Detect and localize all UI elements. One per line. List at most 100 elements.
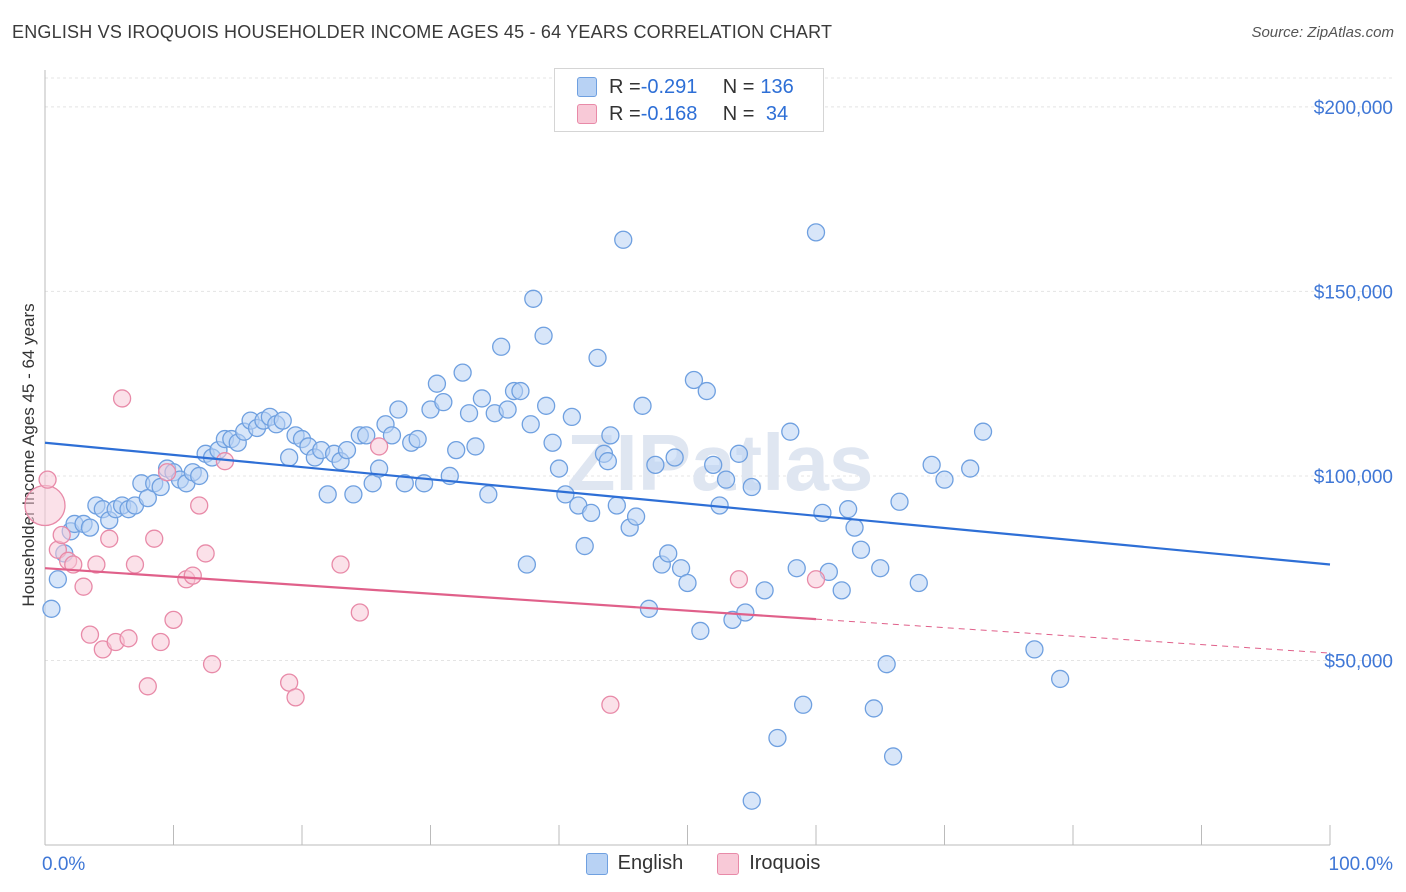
bottom-legend-iroquois: Iroquois	[717, 852, 820, 875]
iroquois-point	[190, 496, 209, 515]
english-point	[877, 655, 896, 674]
english-point	[684, 370, 704, 390]
iroquois-point	[164, 610, 183, 630]
legend-r-value: -0.291	[640, 75, 698, 98]
iroquois-point	[202, 655, 222, 674]
iroquois-point	[145, 529, 164, 548]
english-point	[697, 381, 716, 401]
english-point	[742, 791, 761, 810]
english-point	[935, 470, 954, 489]
iroquois-point	[119, 629, 138, 648]
stats-legend: R = -0.291 N = 136 R = -0.168 N = 34	[554, 68, 824, 132]
english-point	[492, 337, 511, 356]
legend-swatch-english	[577, 77, 597, 97]
english-point	[813, 503, 832, 523]
legend-row-english: R = -0.291 N = 136	[577, 75, 794, 99]
english-point	[607, 496, 626, 515]
legend-n-value: 34	[760, 102, 789, 125]
legend-row-iroquois: R = -0.168 N = 34	[577, 102, 788, 126]
bottom-legend-english: English	[585, 852, 684, 875]
english-point	[588, 348, 607, 368]
iroquois-point	[286, 688, 305, 707]
english-point	[601, 426, 620, 445]
english-point	[549, 459, 569, 478]
legend-swatch-iroquois	[577, 104, 597, 124]
english-point	[678, 573, 697, 593]
english-point	[434, 392, 453, 412]
iroquois-point	[369, 437, 389, 456]
chart-title: ENGLISH VS IROQUOIS HOUSEHOLDER INCOME A…	[12, 22, 833, 42]
english-point	[42, 599, 61, 618]
english-point	[190, 466, 209, 486]
english-point	[521, 415, 540, 434]
english-point	[781, 422, 800, 441]
iroquois-point	[125, 555, 145, 574]
iroquois-point	[112, 389, 132, 408]
english-point	[598, 452, 617, 471]
english-point	[337, 440, 357, 460]
english-point	[871, 559, 890, 578]
english-point	[659, 544, 678, 563]
english-point	[408, 429, 427, 449]
english-point	[973, 422, 993, 441]
english-point	[626, 507, 646, 526]
english-point	[665, 448, 684, 467]
english-point	[1051, 669, 1070, 689]
bottom-legend-swatch-english	[585, 852, 608, 875]
english-point	[864, 699, 883, 718]
iroquois-point	[157, 463, 177, 482]
iroquois-point	[350, 603, 369, 622]
english-point	[691, 621, 710, 641]
iroquois-point	[138, 677, 157, 696]
iroquois-point	[331, 555, 350, 574]
english-point	[575, 536, 594, 556]
legend-r-value: -0.168	[640, 102, 698, 125]
english-point	[736, 603, 755, 622]
english-point	[279, 448, 299, 467]
english-point	[48, 570, 67, 589]
english-point	[543, 433, 562, 452]
english-point	[742, 477, 761, 497]
english-point	[633, 396, 652, 415]
english-point	[922, 455, 941, 475]
x-tick-label: 0.0%	[42, 854, 85, 875]
english-point	[357, 426, 376, 445]
english-point	[768, 728, 787, 748]
english-point	[562, 407, 581, 427]
iroquois-point	[87, 555, 106, 574]
english-point	[524, 289, 543, 308]
english-point	[459, 404, 479, 423]
english-point	[466, 437, 485, 456]
english-point	[794, 695, 813, 714]
english-point	[453, 363, 472, 382]
legend-r-label: R =	[609, 75, 641, 98]
english-point	[498, 400, 517, 419]
english-point	[427, 374, 447, 393]
english-point	[704, 455, 723, 475]
iroquois-point	[196, 544, 215, 563]
bottom-legend-label-english: English	[617, 852, 684, 874]
iroquois-point	[52, 525, 71, 545]
iroquois-point	[729, 570, 749, 589]
english-point	[447, 440, 466, 460]
english-point	[472, 389, 492, 408]
y-tick-label: $100,000	[1314, 467, 1393, 488]
english-point	[832, 581, 851, 600]
english-point	[395, 474, 414, 493]
english-point	[961, 459, 980, 478]
english-point	[517, 555, 537, 574]
iroquois-point	[151, 632, 170, 652]
english-point	[537, 396, 556, 415]
y-tick-label: $50,000	[1324, 651, 1393, 672]
iroquois-point	[100, 529, 119, 548]
english-point	[716, 470, 736, 489]
english-point	[369, 459, 389, 478]
english-point	[729, 444, 749, 463]
english-point	[614, 230, 633, 249]
english-point	[344, 485, 363, 504]
bottom-legend-label-iroquois: Iroquois	[749, 852, 821, 874]
legend-r-label: R =	[609, 102, 641, 125]
english-trend-line	[44, 441, 1331, 566]
english-point	[787, 559, 806, 578]
english-point	[883, 747, 903, 766]
